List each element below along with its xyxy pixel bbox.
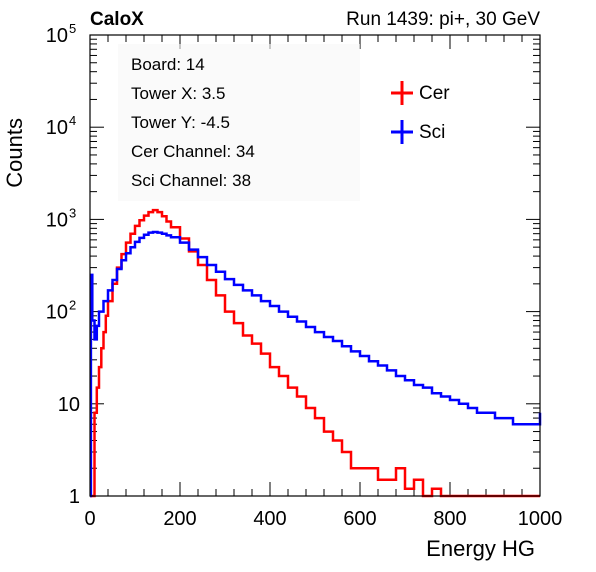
run-info-label: Run 1439: pi+, 30 GeV [346,9,540,30]
x-axis-ticks: 0 200 400 600 800 1000 [84,35,562,530]
y-axis-title: Counts [2,118,27,188]
series-sci-line [89,230,542,498]
legend: Cer Sci [391,81,450,144]
y-tick-exponent: 4 [69,113,76,128]
info-box: Board: 14 Tower X: 3.5 Tower Y: -4.5 Cer… [118,44,360,201]
x-tick-label: 800 [433,508,466,530]
info-line-tower-y: Tower Y: -4.5 [131,113,230,132]
x-tick-label: 200 [163,508,196,530]
info-line-sci-channel: Sci Channel: 38 [131,171,251,190]
x-tick-label: 400 [253,508,286,530]
experiment-label: CaloX [90,9,144,30]
y-tick-label: 10 [46,25,68,47]
series-cer-line [90,208,540,498]
series-layer [89,208,542,498]
y-tick-label: 10 [58,394,80,416]
legend-item-cer: Cer [391,81,450,105]
y-tick-label: 10 [46,117,68,139]
y-tick-label: 10 [46,302,68,324]
y-tick-label: 10 [46,209,68,231]
x-axis-title: Energy HG [426,536,535,561]
legend-cer-label: Cer [419,83,450,104]
info-line-board: Board: 14 [131,55,205,74]
legend-sci-label: Sci [419,122,445,143]
legend-item-sci: Sci [391,120,445,144]
info-line-tower-x: Tower X: 3.5 [131,84,226,103]
x-tick-label: 600 [343,508,376,530]
y-tick-exponent: 5 [69,21,76,36]
plot-frame [89,34,541,497]
x-tick-label: 1000 [518,508,563,530]
y-tick-exponent: 3 [69,205,76,220]
info-line-cer-channel: Cer Channel: 34 [131,142,255,161]
y-tick-exponent: 2 [69,298,76,313]
info-box-background [118,44,360,201]
x-tick-label: 0 [84,508,95,530]
y-tick-label: 1 [69,486,80,508]
